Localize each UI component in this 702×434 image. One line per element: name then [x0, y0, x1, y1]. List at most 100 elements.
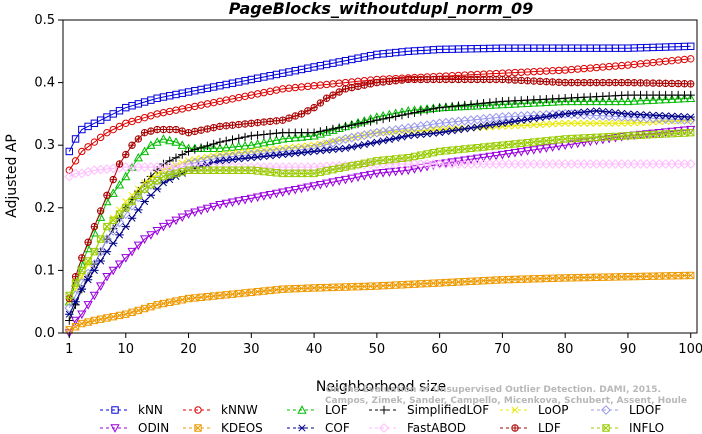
data-point — [530, 138, 538, 146]
data-point — [492, 142, 500, 150]
data-point — [140, 185, 149, 193]
data-point — [335, 88, 343, 96]
data-point — [309, 128, 319, 137]
data-point — [385, 77, 394, 85]
data-point — [429, 75, 438, 84]
data-point — [548, 136, 557, 144]
legend-entry-kdeos: KDEOS — [183, 421, 263, 434]
data-point — [133, 241, 143, 251]
data-point — [372, 115, 382, 125]
data-point — [65, 147, 73, 156]
data-point — [252, 139, 263, 148]
legend-entry-lof: LOF — [287, 403, 348, 417]
data-point — [510, 117, 520, 125]
data-point — [259, 137, 269, 147]
data-point — [466, 101, 476, 110]
data-point — [304, 107, 312, 115]
legend-entry-fastabod: FastABOD — [369, 421, 466, 434]
data-point — [360, 118, 369, 127]
data-point — [177, 213, 187, 223]
data-point — [366, 139, 375, 147]
data-point — [605, 78, 613, 87]
data-point — [240, 140, 250, 150]
data-point — [517, 116, 526, 125]
data-point — [573, 96, 583, 106]
data-point — [128, 308, 136, 317]
data-point — [460, 125, 469, 133]
data-point — [234, 155, 243, 163]
data-point — [623, 112, 633, 122]
data-point — [579, 109, 589, 120]
legend-label: SimplifiedLOF — [407, 403, 489, 417]
data-point — [90, 316, 99, 325]
data-point — [341, 122, 350, 131]
data-point — [617, 109, 626, 117]
data-point — [668, 79, 676, 88]
data-point — [592, 78, 601, 87]
data-point — [542, 137, 551, 145]
data-point — [215, 200, 225, 210]
data-point — [649, 79, 657, 87]
data-point — [536, 137, 544, 146]
data-point — [216, 291, 224, 300]
data-point — [510, 149, 520, 158]
data-point — [134, 191, 143, 199]
data-point — [679, 114, 690, 125]
data-point — [592, 107, 601, 115]
data-point — [560, 96, 570, 106]
data-point — [441, 102, 451, 112]
data-point — [555, 135, 563, 144]
data-point — [604, 96, 614, 106]
data-point — [64, 303, 75, 313]
data-point — [372, 138, 382, 146]
legend-entry-inflo: INFLO — [591, 421, 664, 434]
data-point — [491, 99, 501, 109]
data-point — [303, 148, 313, 156]
series-simplifiedlof — [65, 90, 695, 325]
data-point — [178, 168, 186, 176]
data-point — [78, 319, 86, 328]
data-point — [127, 214, 137, 222]
data-point — [573, 139, 583, 149]
data-point — [171, 153, 181, 162]
data-point — [504, 140, 513, 149]
data-point — [473, 144, 481, 152]
data-point — [266, 286, 274, 295]
data-point — [272, 129, 281, 138]
data-point — [555, 78, 563, 86]
data-point — [629, 96, 639, 105]
y-tick-label: 0.4 — [34, 76, 55, 91]
data-point — [517, 139, 525, 148]
data-point — [617, 78, 626, 87]
data-point — [96, 282, 106, 291]
data-point — [96, 235, 105, 243]
data-point — [190, 145, 200, 154]
data-point — [567, 78, 576, 87]
data-point — [686, 93, 696, 102]
data-point — [529, 115, 538, 123]
data-point — [410, 75, 419, 84]
data-point — [209, 139, 218, 149]
data-point — [466, 124, 476, 132]
data-point — [378, 114, 388, 124]
data-point — [215, 137, 225, 147]
data-point — [328, 178, 338, 187]
data-point — [278, 134, 288, 143]
legend-entry-knn: kNN — [100, 403, 163, 417]
data-point — [84, 318, 92, 326]
data-point — [435, 75, 444, 84]
data-point — [478, 100, 489, 110]
data-point — [542, 120, 550, 128]
data-point — [466, 155, 476, 165]
data-point — [485, 98, 495, 107]
data-point — [586, 78, 594, 87]
data-point — [152, 185, 162, 193]
x-tick-label: 90 — [620, 342, 637, 357]
data-point — [648, 129, 658, 139]
data-point — [297, 110, 306, 118]
data-point — [636, 119, 645, 127]
legend-label: LDOF — [629, 403, 661, 417]
data-point — [423, 75, 431, 84]
data-point — [178, 127, 186, 135]
data-point — [247, 119, 256, 127]
